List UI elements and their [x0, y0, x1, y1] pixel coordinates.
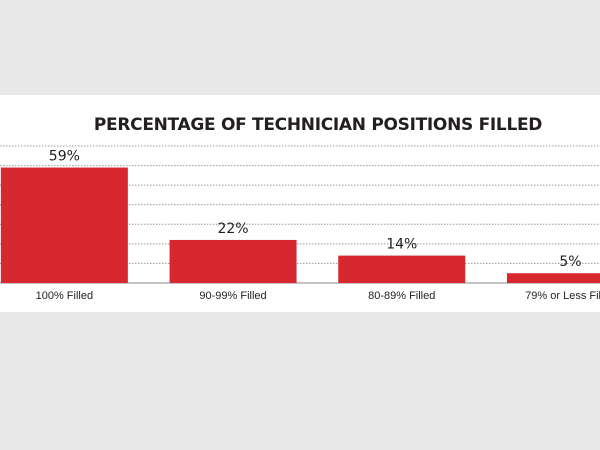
value-label: 14%	[386, 237, 417, 253]
bar	[0, 167, 128, 283]
x-tick-label: 100% Filled	[36, 290, 93, 302]
x-tick-label: 79% or Less Filled	[525, 290, 600, 302]
chart-title: PERCENTAGE OF TECHNICIAN POSITIONS FILLE…	[94, 115, 542, 135]
bar	[169, 239, 297, 283]
value-label: 59%	[49, 149, 80, 165]
bar	[506, 273, 600, 283]
x-tick-label: 80-89% Filled	[368, 290, 435, 302]
x-tick-label: 90-99% Filled	[199, 290, 266, 302]
value-label: 5%	[559, 254, 581, 270]
value-label: 22%	[217, 221, 248, 237]
bar	[338, 255, 466, 283]
